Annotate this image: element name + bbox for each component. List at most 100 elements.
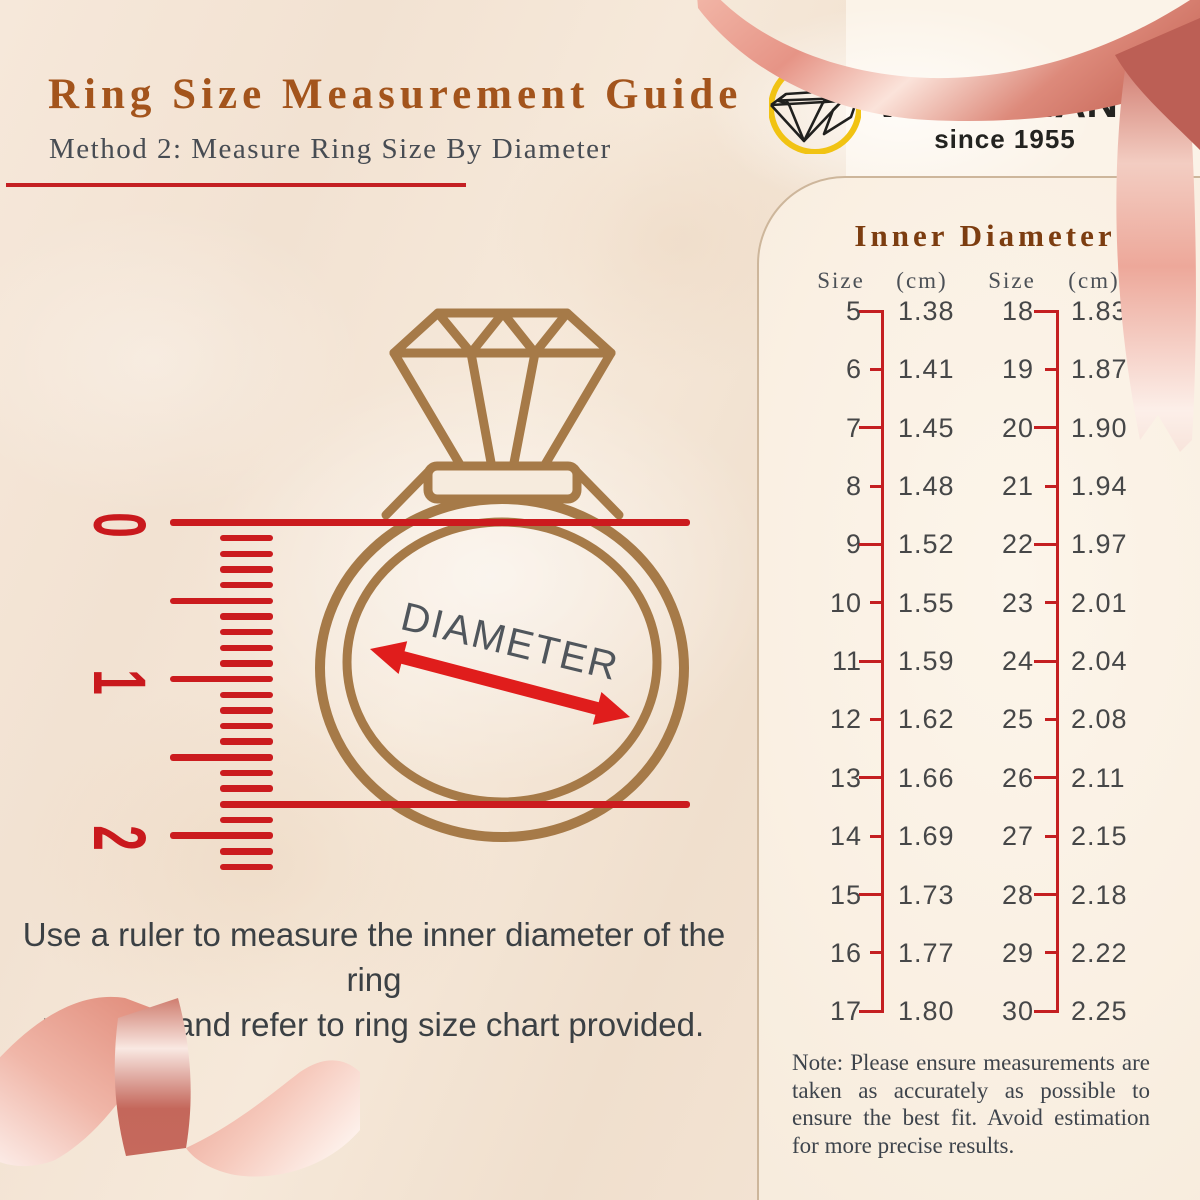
rail-tick bbox=[870, 834, 881, 838]
page-subtitle: Method 2: Measure Ring Size By Diameter bbox=[49, 133, 612, 165]
ruler-mark-1: 1 bbox=[78, 669, 161, 695]
cm-cell: 1.77 bbox=[898, 937, 955, 968]
cm-cell: 1.73 bbox=[898, 879, 955, 910]
rail-tick bbox=[859, 1009, 881, 1013]
page-title: Ring Size Measurement Guide bbox=[48, 71, 743, 118]
rail-tick bbox=[870, 367, 881, 371]
size-cell: 12 bbox=[829, 704, 862, 735]
rail-tick bbox=[859, 426, 881, 430]
rail-tick bbox=[870, 951, 881, 955]
size-cell: 11 bbox=[831, 646, 862, 677]
size-cell: 30 bbox=[1001, 996, 1034, 1027]
ruler-tick bbox=[220, 644, 273, 652]
size-cell: 23 bbox=[1001, 587, 1034, 618]
rail-tick bbox=[859, 659, 881, 663]
size-cell: 16 bbox=[829, 937, 862, 968]
rail-tick bbox=[1045, 834, 1056, 838]
size-cell: 19 bbox=[1001, 354, 1034, 385]
ruler-tick bbox=[170, 597, 273, 605]
cm-cell: 1.38 bbox=[898, 296, 955, 326]
ruler-tick bbox=[220, 613, 273, 620]
ribbon-top-right bbox=[697, 0, 1200, 452]
size-cell: 20 bbox=[1001, 412, 1034, 443]
brand-tagline: since 1955 bbox=[934, 124, 1076, 154]
rail-tick bbox=[1045, 717, 1056, 721]
ruler-mark-0: 0 bbox=[78, 512, 161, 538]
ruler-mark-2: 2 bbox=[78, 825, 161, 851]
ring-illustration bbox=[315, 308, 689, 842]
cm-cell: 1.59 bbox=[898, 646, 955, 677]
cm-cell: 1.69 bbox=[898, 821, 955, 852]
subtitle-underline bbox=[6, 183, 466, 187]
ruler-tick bbox=[220, 581, 273, 589]
size-cell: 25 bbox=[1001, 704, 1034, 735]
cm-cell: 2.25 bbox=[1071, 996, 1128, 1027]
ruler-tick bbox=[170, 832, 273, 839]
ruler-tick bbox=[220, 738, 273, 745]
ruler-tick bbox=[220, 722, 273, 730]
note-text: Note: Please ensure measurements are tak… bbox=[792, 1050, 1150, 1158]
rail-tick bbox=[870, 717, 881, 721]
rail-tick bbox=[1045, 367, 1056, 371]
cm-cell: 1.83 bbox=[1071, 296, 1128, 326]
cm-cell: 2.11 bbox=[1071, 762, 1126, 793]
size-cell: 21 bbox=[1001, 471, 1034, 502]
rail-tick bbox=[1034, 426, 1056, 430]
rail-tick bbox=[1034, 542, 1056, 546]
instruction-line-1: Use a ruler to measure the inner diamete… bbox=[22, 916, 726, 998]
diameter-arrow bbox=[370, 641, 630, 725]
cm-cell: 1.48 bbox=[898, 471, 955, 502]
cm-cell: 1.41 bbox=[898, 354, 955, 385]
ruler-tick bbox=[220, 691, 273, 698]
size-cell: 17 bbox=[829, 996, 862, 1027]
size-cell: 9 bbox=[845, 529, 862, 560]
rail-tick bbox=[859, 776, 881, 780]
size-cell: 28 bbox=[1001, 879, 1034, 910]
size-cell: 5 bbox=[845, 296, 862, 326]
cm-cell: 1.90 bbox=[1071, 412, 1128, 443]
rail-tick bbox=[1034, 1009, 1056, 1013]
rail-tick bbox=[870, 484, 881, 488]
chart-rail-right bbox=[1056, 309, 1059, 1013]
ruler-tick bbox=[220, 785, 273, 792]
measure-line-top bbox=[170, 519, 690, 526]
rail-tick bbox=[859, 309, 881, 313]
col-header-cm-1: (cm) bbox=[896, 268, 948, 293]
ruler-tick bbox=[170, 675, 273, 683]
size-cell: 22 bbox=[1001, 529, 1034, 560]
ribbon-bottom-left bbox=[0, 996, 360, 1177]
ruler-tick bbox=[220, 769, 273, 777]
rail-tick bbox=[1034, 893, 1056, 896]
rail-tick bbox=[1045, 601, 1056, 605]
col-header-cm-2: (cm) bbox=[1068, 268, 1120, 293]
size-cell: 26 bbox=[1001, 762, 1034, 793]
size-cell: 18 bbox=[1001, 296, 1034, 326]
rail-tick bbox=[1034, 776, 1056, 780]
cm-cell: 1.62 bbox=[898, 704, 955, 735]
size-chart-title: Inner Diameter bbox=[854, 218, 1116, 253]
size-cell: 8 bbox=[845, 471, 862, 502]
cm-cell: 2.04 bbox=[1071, 646, 1128, 677]
size-cell: 27 bbox=[1001, 821, 1034, 852]
ruler-tick bbox=[220, 534, 273, 542]
cm-cell: 2.18 bbox=[1071, 879, 1128, 910]
cm-cell: 2.15 bbox=[1071, 821, 1128, 852]
ruler-tick bbox=[170, 754, 273, 761]
cm-cell: 1.66 bbox=[898, 762, 955, 793]
size-cell: 29 bbox=[1001, 937, 1034, 968]
cm-cell: 2.08 bbox=[1071, 704, 1128, 735]
cm-cell: 1.52 bbox=[898, 529, 955, 560]
size-cell: 6 bbox=[845, 354, 862, 385]
size-cell: 13 bbox=[829, 762, 862, 793]
cm-cell: 1.80 bbox=[898, 996, 955, 1027]
rail-tick bbox=[1045, 951, 1056, 955]
cm-cell: 1.55 bbox=[898, 587, 955, 618]
rail-tick bbox=[859, 893, 881, 896]
ruler-tick bbox=[220, 566, 273, 573]
size-cell: 7 bbox=[845, 412, 862, 443]
cm-cell: 1.94 bbox=[1071, 471, 1128, 502]
ruler-tick bbox=[220, 660, 273, 667]
ruler-tick bbox=[220, 816, 273, 824]
cm-cell: 1.97 bbox=[1071, 529, 1128, 560]
